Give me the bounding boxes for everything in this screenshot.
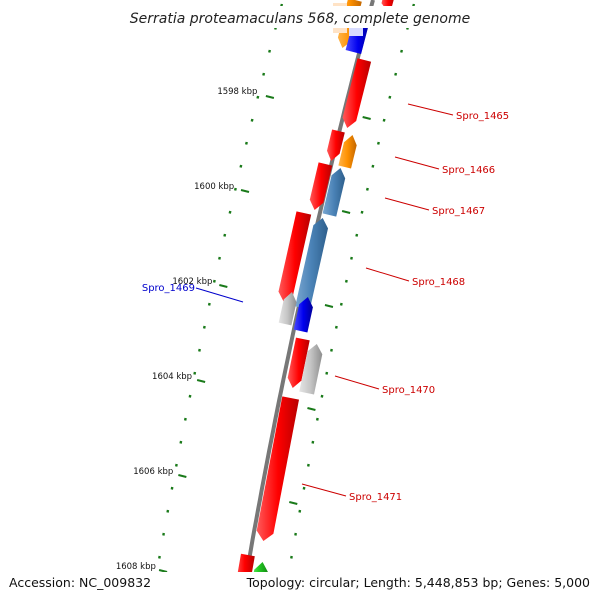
tick-dot-0	[223, 233, 227, 237]
tick-dot-0	[244, 141, 248, 145]
tick-dot-0	[256, 95, 260, 99]
tick-dot-0	[250, 118, 254, 122]
accession-label: Accession: NC_009832	[9, 575, 151, 590]
tick-dot-1	[334, 325, 338, 329]
tick-1604: 1604 kbp	[152, 372, 192, 382]
spro-1466-leader	[394, 156, 440, 170]
gene-feature-12	[287, 337, 310, 388]
gene-labels: Spro_1465 Spro_1466 Spro_1467 Spro_1468 Spro…	[142, 103, 509, 503]
tick-1600: 1600 kbp	[194, 182, 234, 192]
tick-major-5	[158, 569, 168, 573]
topology-label: Topology: circular; Length: 5,448,853 bp…	[246, 575, 590, 590]
tick-dot-1	[344, 279, 348, 283]
gene-feature-11	[293, 297, 313, 333]
spro-1469-label[interactable]: Spro_1469	[142, 283, 195, 294]
tick-1598: 1598 kbp	[217, 87, 257, 97]
spro-1467-label[interactable]: Spro_1467	[432, 206, 485, 217]
spro-1471-label[interactable]: Spro_1471	[349, 492, 402, 503]
tick-major-0	[265, 95, 275, 99]
tick-dot-1	[320, 394, 324, 398]
tick-dot-1	[325, 371, 329, 375]
tick-major-1	[240, 189, 250, 193]
tick-major-4	[178, 474, 187, 478]
tick-major-6	[362, 116, 371, 120]
tick-dot-1	[394, 72, 398, 76]
tick-1608: 1608 kbp	[116, 562, 156, 572]
tick-dot-0	[233, 187, 237, 191]
gene-feature-8	[278, 211, 312, 302]
tick-dot-0	[239, 164, 243, 168]
map-title: Serratia proteamaculans 568, complete ge…	[130, 11, 470, 27]
tick-dot-0	[268, 49, 272, 53]
title-backdrop	[130, 6, 470, 28]
tick-1606: 1606 kbp	[133, 467, 173, 477]
spro-1467-leader	[384, 197, 430, 211]
gene-feature-3	[342, 58, 372, 128]
gene-feature-9	[295, 218, 328, 310]
tick-major-7	[341, 210, 351, 214]
tick-dot-1	[371, 164, 375, 168]
spro-1470-leader	[334, 375, 380, 390]
spro-1468-leader	[365, 267, 410, 282]
tick-1602: 1602 kbp	[172, 277, 212, 287]
spro-1465-leader	[407, 103, 454, 116]
tick-dot-0	[262, 72, 266, 76]
tick-dot-1	[388, 95, 392, 99]
gene-feature-6	[309, 162, 333, 210]
gene-feature-13	[299, 344, 323, 395]
tick-dot-1	[339, 302, 343, 306]
tick-dot-0	[218, 256, 221, 260]
tick-major-3	[196, 379, 206, 383]
tick-dot-0	[207, 302, 211, 306]
tick-major-2	[219, 284, 228, 288]
gene-feature-14	[256, 396, 299, 541]
spro-1471-leader	[301, 483, 347, 497]
spro-1466-label[interactable]: Spro_1466	[442, 165, 495, 176]
gene-feature-10	[278, 292, 297, 326]
tick-dot-0	[228, 210, 232, 214]
tick-marks	[154, 3, 416, 582]
gene-feature-7	[322, 168, 346, 217]
tick-major-8	[324, 304, 334, 308]
spro-1465-label[interactable]: Spro_1465	[456, 111, 509, 122]
tick-dot-0	[198, 348, 201, 352]
tick-dot-0	[212, 279, 216, 283]
spro-1470-label[interactable]: Spro_1470	[382, 385, 435, 396]
gene-feature-4	[327, 129, 345, 161]
footer-backdrop	[0, 572, 600, 600]
spro-1469-leader	[195, 287, 244, 303]
tick-major-10	[289, 501, 298, 505]
tick-dot-1	[400, 49, 404, 53]
tick-dot-0	[193, 371, 197, 375]
tick-major-9	[307, 407, 316, 411]
tick-dot-1	[360, 210, 364, 214]
tick-dot-1	[365, 187, 369, 191]
tick-dot-1	[382, 118, 386, 122]
tick-dot-1	[355, 233, 359, 237]
spro-1468-label[interactable]: Spro_1468	[412, 277, 465, 288]
tick-dot-1	[350, 256, 353, 260]
gene-feature-5	[338, 135, 357, 169]
kbp-scale-labels: 1598 kbp 1600 kbp 1602 kbp 1604 kbp 1606 kbp…	[116, 87, 258, 572]
tick-dot-0	[202, 325, 206, 329]
tick-dot-0	[188, 394, 192, 398]
tick-dot-1	[330, 348, 333, 352]
tick-dot-1	[376, 141, 380, 145]
